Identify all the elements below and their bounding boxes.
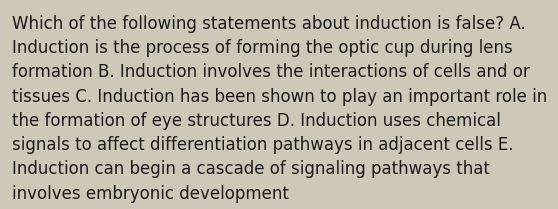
Text: Which of the following statements about induction is false? A.
Induction is the : Which of the following statements about … [12, 15, 547, 203]
